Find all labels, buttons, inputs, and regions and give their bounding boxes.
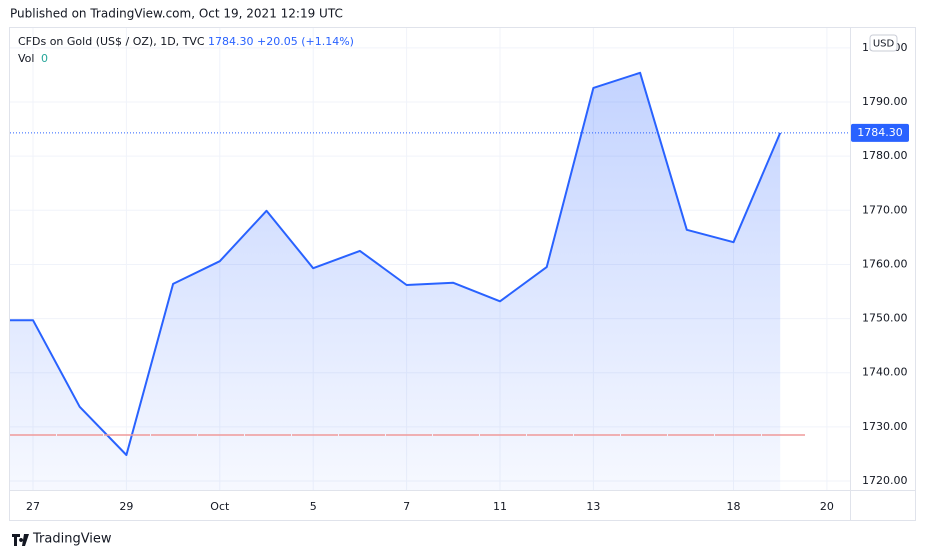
last-price-label: 1784.30 <box>857 126 903 139</box>
logo <box>12 534 29 546</box>
y-tick-label: 1750.00 <box>862 312 908 325</box>
y-tick-label: 1730.00 <box>862 420 908 433</box>
published: Published on TradingView.com, Oct 19, 20… <box>10 7 343 21</box>
price-line <box>10 71 782 456</box>
vol-value: 0 <box>41 52 48 65</box>
y-tick-label: 1720.00 <box>862 474 908 487</box>
x-tick-label: 11 <box>493 500 507 513</box>
change: +20.05 (+1.14%) <box>257 35 354 48</box>
price: 1784.30 <box>208 35 254 48</box>
x-tick-label: 27 <box>26 500 40 513</box>
y-tick-label: 1740.00 <box>862 366 908 379</box>
footer: TradingView <box>32 532 112 547</box>
x-tick-label: 13 <box>586 500 600 513</box>
y-tick-label: 1780.00 <box>862 149 908 162</box>
x-tick-label: 5 <box>310 500 317 513</box>
y-tick-label: 1760.00 <box>862 257 908 270</box>
vol-label: Vol <box>18 52 34 65</box>
area-fill <box>10 72 781 490</box>
currency-box[interactable] <box>869 34 898 52</box>
frame <box>9 27 916 521</box>
x-tick-label: 20 <box>820 500 834 513</box>
y-tick-label: 1790.00 <box>862 95 908 108</box>
x-tick-label: 29 <box>119 500 133 513</box>
x-tick-label: 18 <box>727 500 741 513</box>
x-tick-label: 7 <box>403 500 410 513</box>
x-tick-label: Oct <box>210 500 230 513</box>
y-tick-label: 1770.00 <box>862 203 908 216</box>
symbol: CFDs on Gold (US$ / OZ), 1D, TVC <box>18 35 205 48</box>
currency[interactable]: USD <box>873 39 895 50</box>
last-price-tag <box>851 123 909 142</box>
